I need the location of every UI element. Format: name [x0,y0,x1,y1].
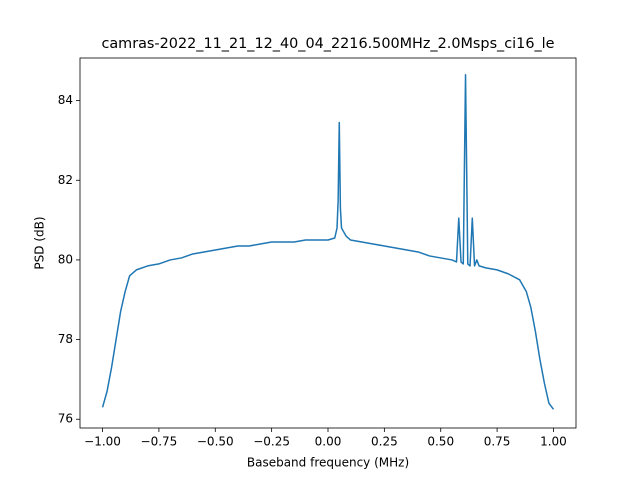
chart-title: camras-2022_11_21_12_40_04_2216.500MHz_2… [101,36,554,52]
y-tick-label: 82 [58,173,73,187]
y-tick-label: 80 [58,252,73,266]
y-tick-label: 84 [58,93,73,107]
x-tick-label: 0.50 [427,435,454,449]
x-tick-label: 0.00 [315,435,342,449]
y-tick-label: 76 [58,412,73,426]
x-tick-label: −0.50 [197,435,234,449]
x-tick-label: 0.75 [484,435,511,449]
axes-frame [79,57,577,429]
psd-line [101,73,555,410]
x-tick-label: 0.25 [371,435,398,449]
x-axis-label: Baseband frequency (MHz) [247,456,409,470]
y-axis-label: PSD (dB) [33,216,47,269]
x-tick-label: −0.75 [141,435,178,449]
x-tick-label: −1.00 [84,435,121,449]
x-tick-label: −0.25 [253,435,290,449]
y-tick-label: 78 [58,332,73,346]
x-tick-label: 1.00 [540,435,567,449]
